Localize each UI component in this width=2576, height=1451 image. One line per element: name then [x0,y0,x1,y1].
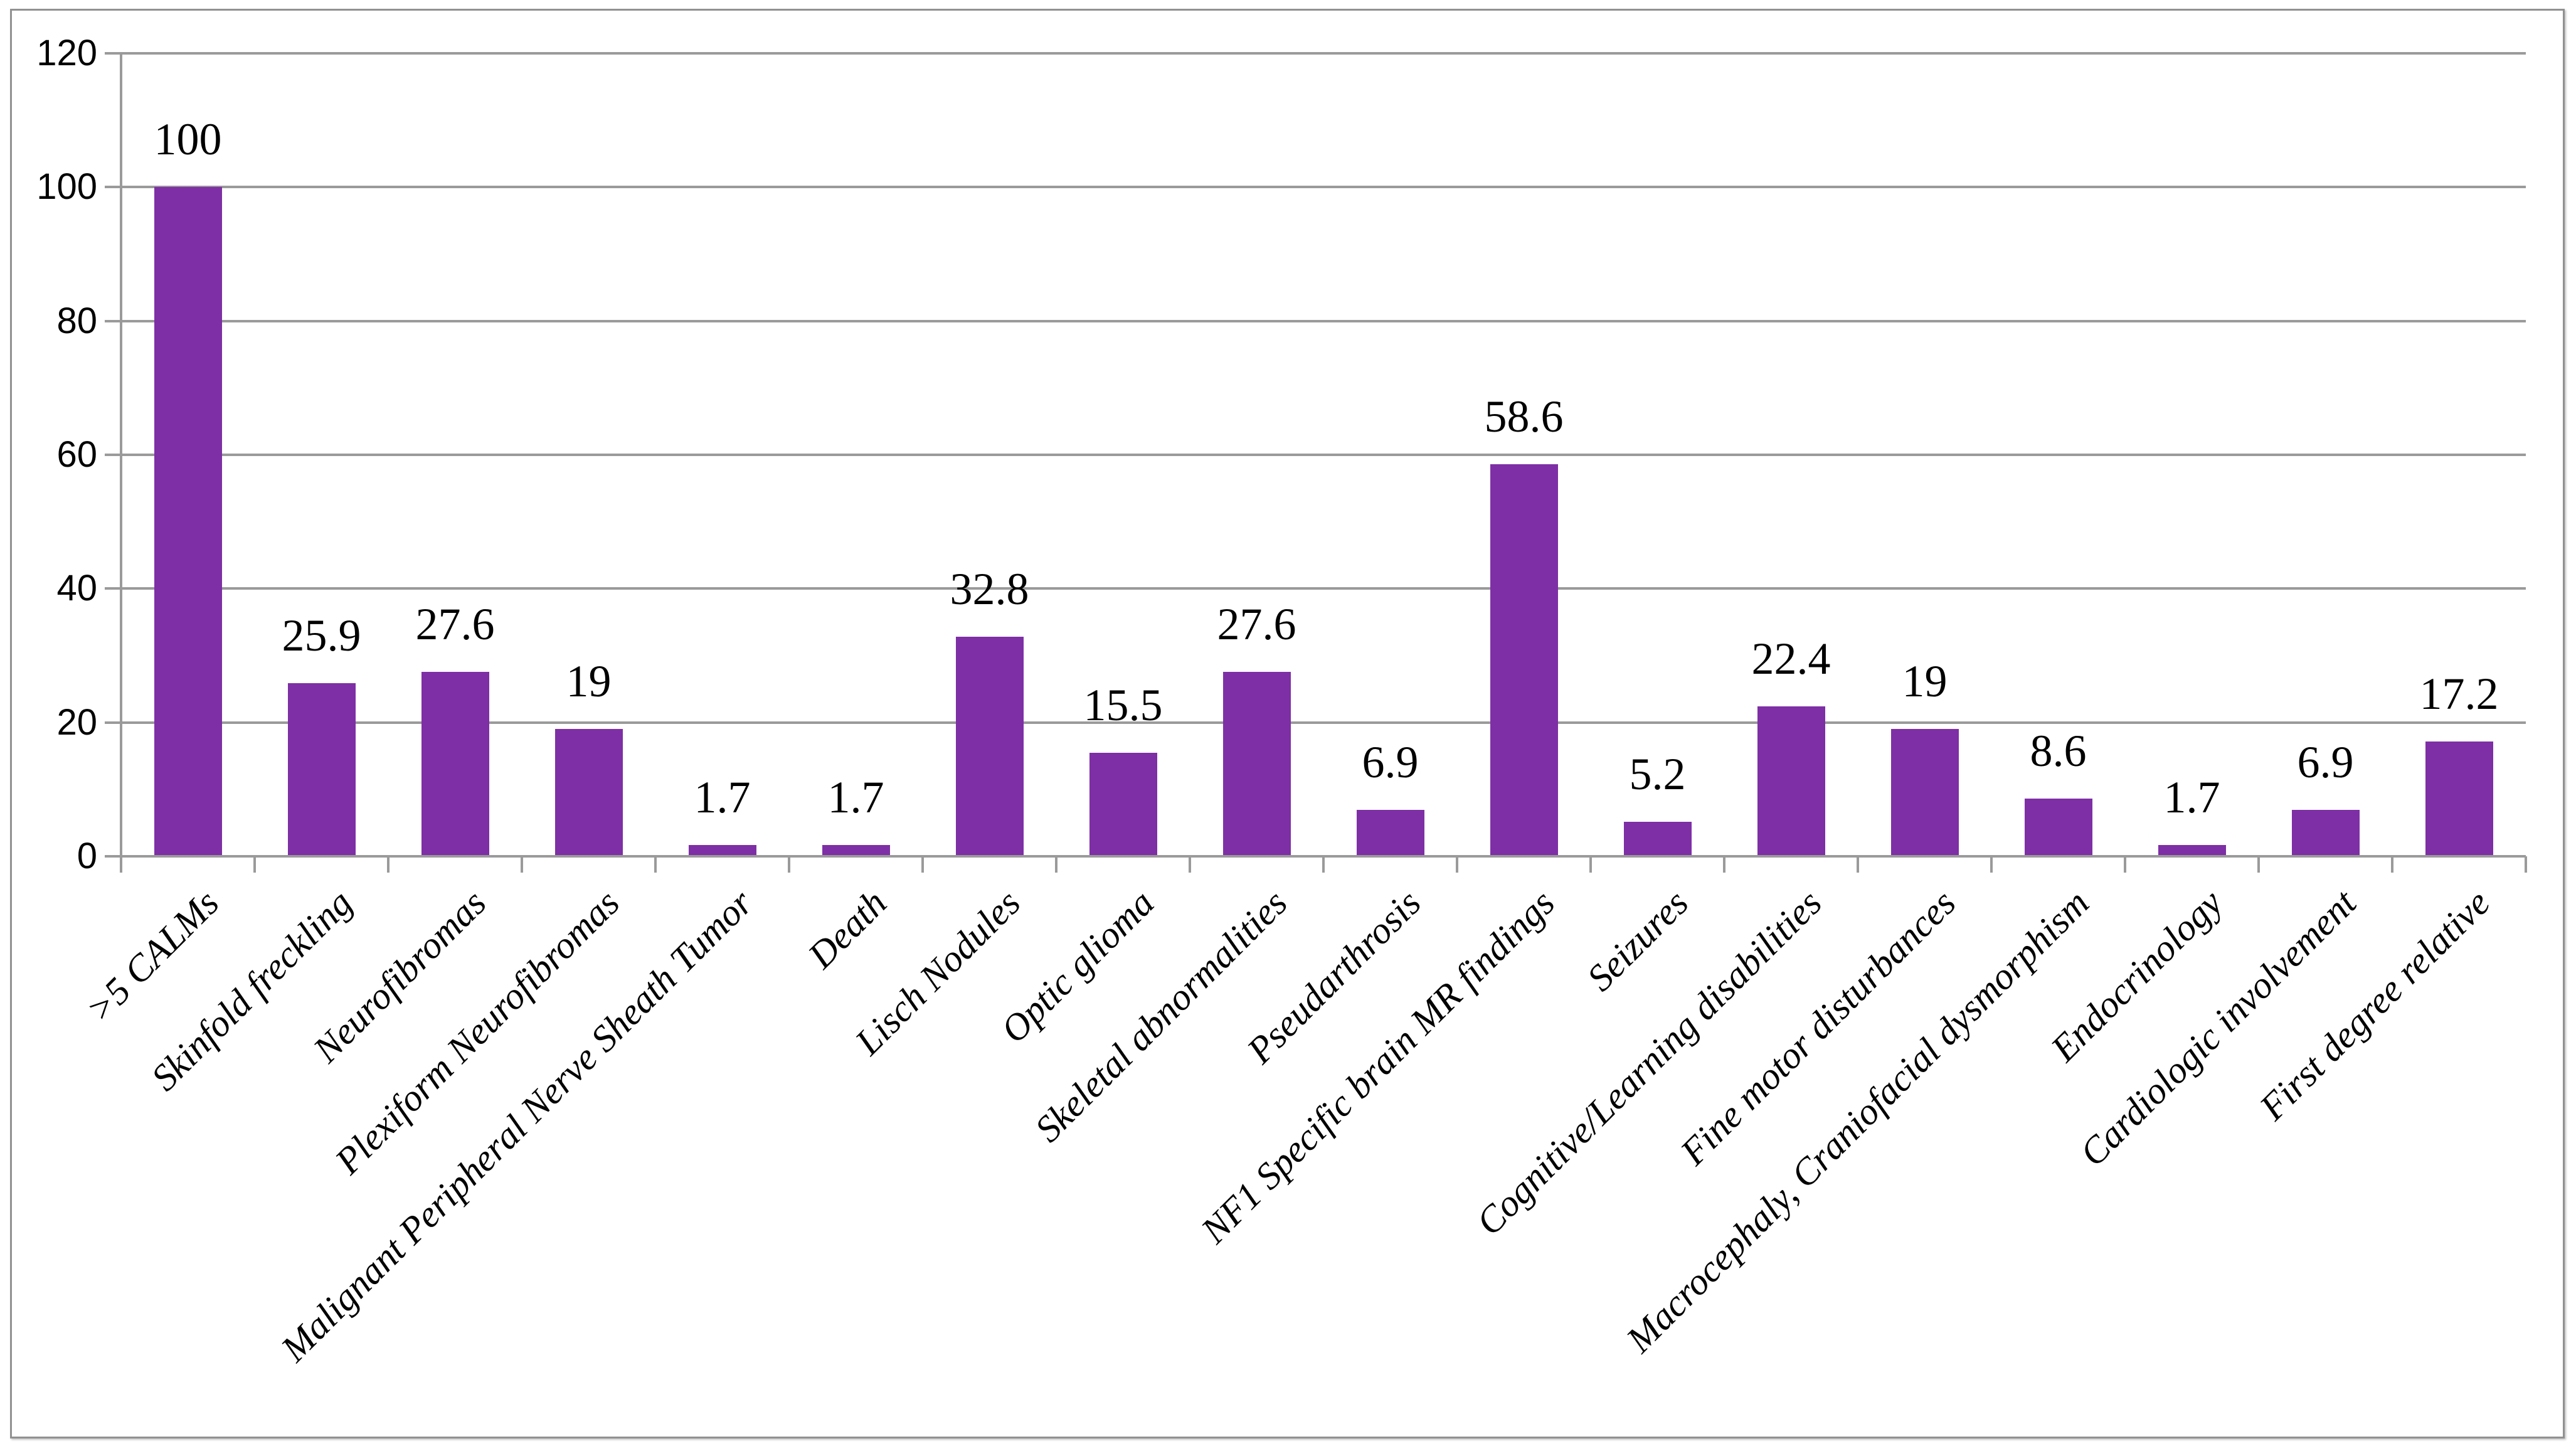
bar-2 [287,683,356,856]
y-axis-tick [105,855,121,858]
bar-11 [1490,464,1558,856]
x-axis-tick [1189,856,1191,873]
category-label-text: First degree relative [2251,881,2498,1128]
bar-9 [1222,671,1291,856]
bar-3 [421,671,489,856]
bar-value-label: 6.9 [1362,737,1419,788]
x-axis-tick [921,856,924,873]
bar-16 [2158,844,2226,856]
gridline [121,186,2526,189]
bar-5 [688,844,756,856]
x-axis-tick [387,856,390,873]
x-axis-tick [521,856,523,873]
y-axis-tick [105,587,121,590]
x-axis-tick [788,856,790,873]
y-axis-tick [105,319,121,322]
bar-15 [2024,799,2092,856]
bar-value-label: 8.6 [2030,726,2087,777]
category-label-text: Macrocephaly, Craniofacial dysmorphism [1618,881,2097,1361]
y-axis-tick [105,721,121,724]
bar-value-label: 19 [566,656,612,707]
bar-18 [2425,741,2493,856]
bar-value-label: 17.2 [2419,668,2499,719]
gridline [121,454,2526,456]
bar-value-label: 32.8 [950,564,1029,615]
x-axis-tick [2257,856,2260,873]
x-axis-tick [1990,856,1993,873]
bar-13 [1757,706,1825,856]
x-axis-tick [1322,856,1325,873]
bar-7 [955,637,1024,856]
category-label-text: Skeletal abnormalities [1027,881,1295,1150]
bar-10 [1356,810,1424,856]
x-axis-tick [2391,856,2393,873]
x-axis-tick [2525,856,2527,873]
bar-value-label: 22.4 [1751,634,1831,684]
bar-value-label: 19 [1902,656,1948,707]
x-axis-tick [2124,856,2126,873]
bar-value-label: 27.6 [1217,598,1296,649]
bar-value-label: 100 [154,114,222,165]
bar-value-label: 27.6 [415,598,495,649]
bar-value-label: 1.7 [827,772,884,822]
y-axis-tick-label: 80 [56,300,97,341]
bar-value-label: 1.7 [2163,772,2220,822]
x-axis-tick [1055,856,1057,873]
y-axis-line [120,53,122,873]
bar-value-label: 5.2 [1629,748,1686,799]
bar-12 [1623,821,1692,856]
bar-value-label: 15.5 [1083,679,1163,730]
category-label-text: Seizures [1579,881,1696,999]
y-axis-tick [105,186,121,189]
gridline [121,587,2526,590]
y-axis-tick [105,52,121,55]
bar-value-label: 58.6 [1484,391,1564,442]
y-axis-tick-label: 0 [77,836,97,876]
bar-17 [2291,810,2360,856]
x-axis-tick [654,856,657,873]
gridline [121,52,2526,55]
gridline [121,319,2526,322]
gridline [121,721,2526,724]
x-axis-tick [1723,856,1725,873]
bar-4 [554,729,623,856]
bar-value-label: 25.9 [282,610,361,661]
y-axis-tick [105,454,121,456]
bar-value-label: 6.9 [2297,737,2354,788]
category-label-text: Malignant Peripheral Nerve Sheath Tumor [273,881,761,1369]
y-axis-tick-label: 100 [36,166,97,208]
y-axis-tick-label: 40 [56,568,97,609]
category-label-text: Death [800,881,894,977]
bar-value-label: 1.7 [694,772,751,822]
x-axis-tick [253,856,256,873]
bar-8 [1089,752,1157,856]
y-axis-tick-label: 20 [56,701,97,743]
bar-14 [1890,729,1959,856]
x-axis-tick [1857,856,1859,873]
bar-6 [822,844,890,856]
x-axis-tick [120,856,122,873]
x-axis-tick [1456,856,1458,873]
y-axis-tick-label: 120 [36,33,97,73]
y-axis-tick-label: 60 [56,434,97,475]
x-axis-tick [1589,856,1592,873]
bar-1 [154,187,222,856]
